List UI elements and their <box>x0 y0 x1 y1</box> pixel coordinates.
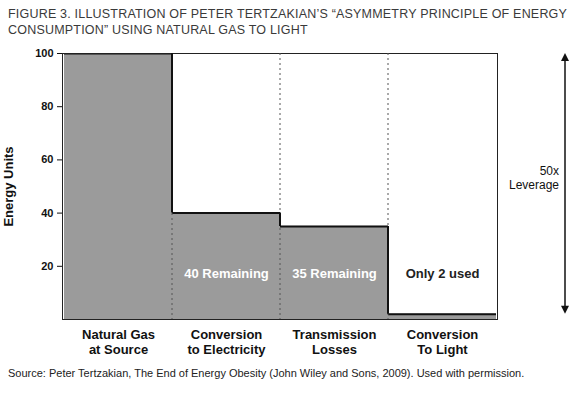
html-text:Source: Peter Tertzakian, The: Source: Peter Tertzakian, The End of Ene… <box>8 366 525 379</box>
svg-text:40 Remaining: 40 Remaining <box>184 265 269 280</box>
svg-text:35 Remaining: 35 Remaining <box>292 265 377 280</box>
svg-text:ConversionTo Light: ConversionTo Light <box>407 327 479 357</box>
svg-text:Only 2 used: Only 2 used <box>406 265 480 280</box>
svg-text:40: 40 <box>41 206 53 218</box>
svg-text:60: 60 <box>41 153 53 165</box>
svg-text:Natural Gasat Source: Natural Gasat Source <box>82 327 155 357</box>
svg-text:20: 20 <box>41 259 53 271</box>
svg-text:TransmissionLosses: TransmissionLosses <box>293 327 377 357</box>
svg-text:Energy Units: Energy Units <box>1 146 16 226</box>
svg-text:80: 80 <box>41 100 53 112</box>
svg-text:50xLeverage: 50xLeverage <box>509 164 559 192</box>
html-text:FIGURE 3. ILLUSTRATION OF PETE: FIGURE 3. ILLUSTRATION OF PETER TERTZAKI… <box>8 7 567 38</box>
svg-text:Conversionto Electricity: Conversionto Electricity <box>187 327 266 357</box>
svg-text:100: 100 <box>35 47 53 59</box>
